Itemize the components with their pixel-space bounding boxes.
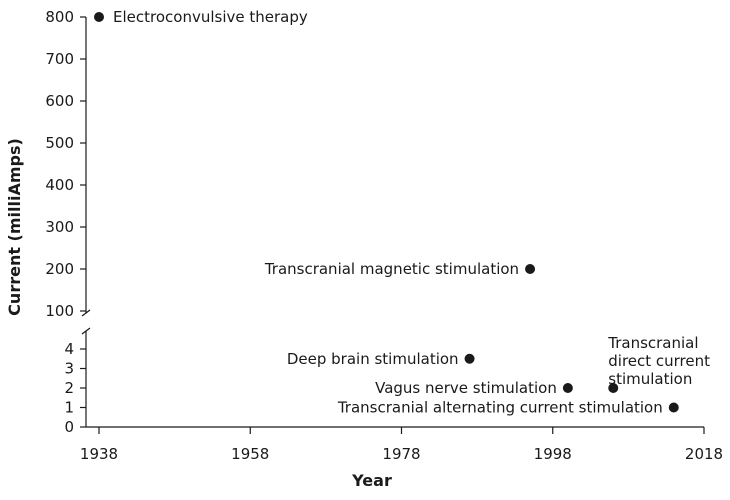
point-label: Transcranial alternating current stimula… [337,399,663,417]
data-point [562,383,573,393]
y-tick-label: 500 [45,134,74,152]
point-label-line: direct current [608,352,710,370]
tick-labels: 100 200 300 400 500 600 700 800 01 23 4 1938 1958 197… [45,8,723,463]
data-points [94,12,679,413]
x-tick-label: 1978 [382,445,420,463]
data-point [464,353,475,364]
y-tick-label: 300 [45,218,74,236]
point-label-line: stimulation [608,370,692,388]
x-tick-label: 2018 [685,445,723,463]
tick-marks [80,16,705,434]
y-tick-label: 100 [45,302,74,320]
x-tick-label: 1998 [534,445,572,463]
y-tick-label: 200 [45,260,74,278]
y-tick-label: 800 [45,8,74,26]
point-labels: Electroconvulsive therapy Transcranial ma… [113,8,710,417]
y-axis-break-mark [81,309,91,317]
y-tick-label: 1 [64,399,74,417]
y-tick-label: 0 [64,418,74,436]
data-point [525,264,536,274]
x-tick-label: 1958 [231,445,269,463]
point-label-line: Transcranial [607,334,698,352]
y-tick-label: 4 [64,340,74,358]
x-axis-title: Year [351,471,392,490]
y-tick-label: 600 [45,92,74,110]
point-label: Transcranial magnetic stimulation [264,260,519,278]
point-label: Electroconvulsive therapy [113,8,308,26]
y-axis-break-mark [81,327,91,335]
y-tick-label: 700 [45,50,74,68]
point-label: Transcranial direct current stimulation [607,334,710,388]
y-tick-label: 2 [64,379,74,397]
x-tick-label: 1938 [80,445,118,463]
axes [81,17,704,428]
data-point [668,402,679,413]
y-tick-label: 3 [64,360,74,378]
point-label: Vagus nerve stimulation [375,379,557,397]
y-tick-label: 400 [45,176,74,194]
data-point [608,383,619,393]
data-point [94,12,104,22]
point-label: Deep brain stimulation [287,350,459,368]
y-axis-title: Current (milliAmps) [5,138,24,316]
